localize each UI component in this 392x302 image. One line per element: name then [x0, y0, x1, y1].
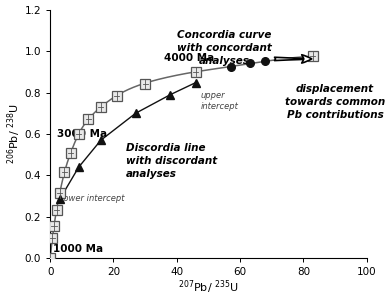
X-axis label: $^{207}$Pb/ $^{235}$U: $^{207}$Pb/ $^{235}$U	[178, 279, 239, 297]
Text: Discordia line
with discordant
analyses: Discordia line with discordant analyses	[126, 143, 218, 179]
Text: displacement
towards common
Pb contributions: displacement towards common Pb contribut…	[285, 84, 385, 120]
Text: lower intercept: lower intercept	[61, 194, 125, 204]
Text: 3000 Ma: 3000 Ma	[56, 129, 107, 139]
Text: 1000 Ma: 1000 Ma	[53, 244, 103, 254]
Y-axis label: $^{206}$Pb/ $^{238}$U: $^{206}$Pb/ $^{238}$U	[5, 104, 23, 164]
Text: upper
intercept: upper intercept	[201, 91, 238, 111]
Text: Concordia curve
with concordant
analyses: Concordia curve with concordant analyses	[177, 30, 272, 66]
Text: 4000 Ma: 4000 Ma	[164, 53, 214, 63]
